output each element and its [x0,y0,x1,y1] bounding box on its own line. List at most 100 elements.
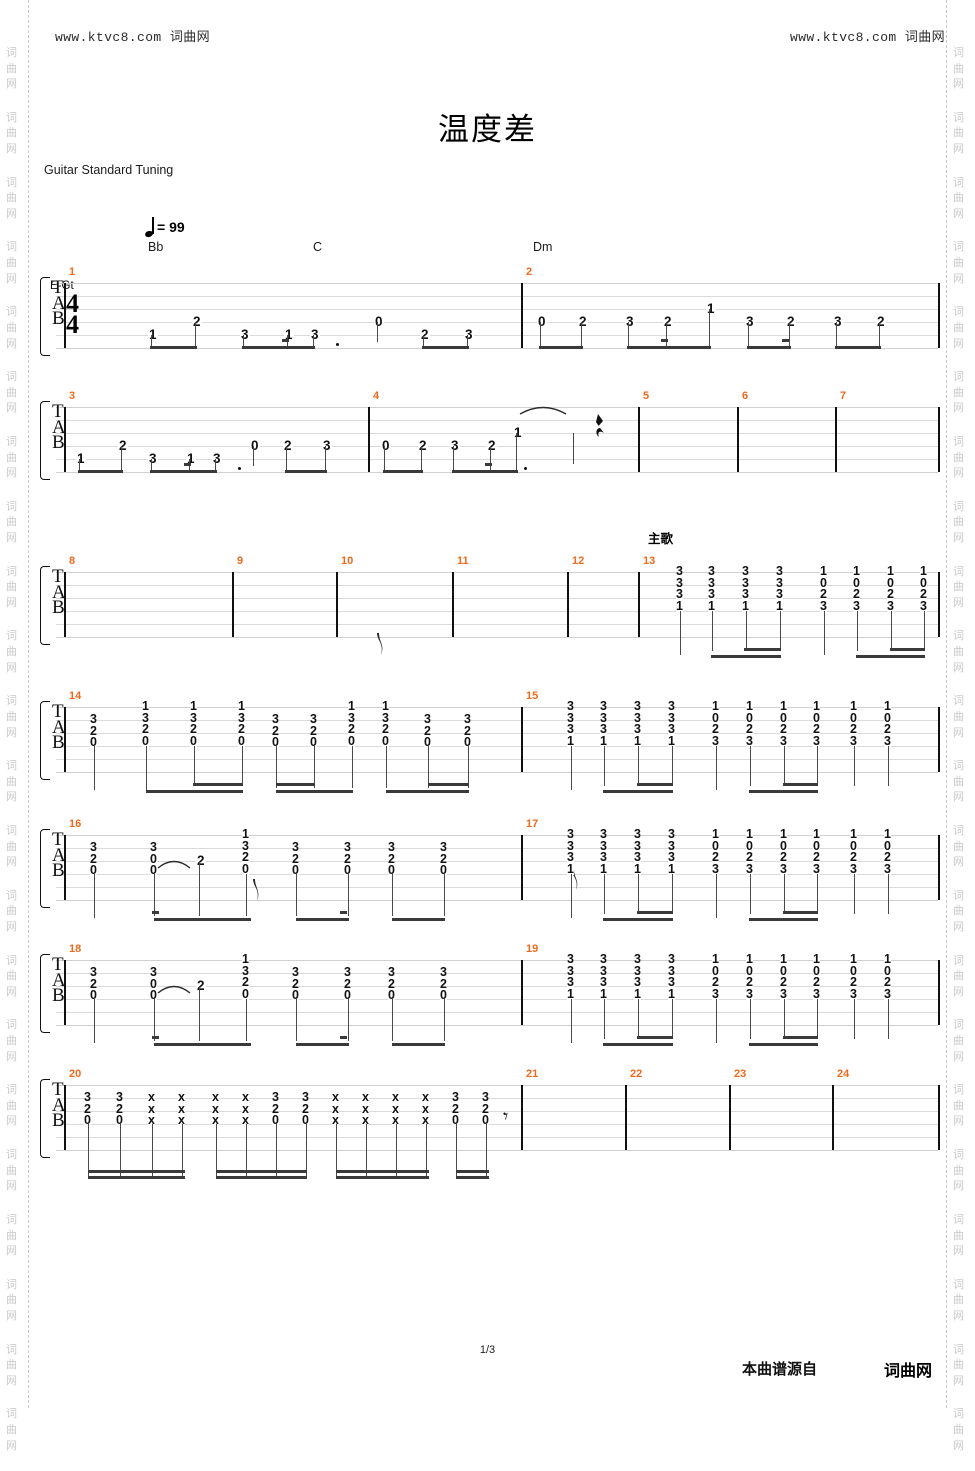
watermark-char: 网 [953,1244,964,1258]
watermark-char: 曲 [6,709,17,723]
watermark-group: 词曲网 [953,1342,964,1389]
fret-number: 1 [242,827,249,841]
fret-number: 0 [302,1113,309,1127]
measure-number: 24 [837,1068,850,1080]
beam [456,1176,489,1180]
tab-clef-letter: T [52,701,64,722]
watermark-group: 词曲网 [953,175,964,222]
fret-number: 3 [746,733,753,748]
note-stem [199,986,201,1041]
beam [539,346,583,350]
note-stem [120,1124,122,1176]
note-stem [924,611,926,651]
fret-number: 2 [884,850,891,864]
fret-number: 2 [388,851,395,866]
watermark-char: 网 [953,919,964,933]
note-stem [854,999,856,1039]
watermark-char: 词 [6,240,17,254]
note-stem [296,874,298,916]
fret-number: 0 [884,710,891,725]
measure-number: 10 [341,555,354,567]
fret-number: x [392,1113,399,1127]
fret-number: 0 [388,863,395,877]
fret-number: x [392,1090,399,1104]
fret-number: 0 [853,575,860,590]
watermark-char: 词 [6,175,17,189]
watermark-rail-left: 词曲网词曲网词曲网词曲网词曲网词曲网词曲网词曲网词曲网词曲网词曲网词曲网词曲网词… [2,0,32,1452]
fret-number: 1 [813,952,820,966]
watermark-char: 词 [6,1342,17,1356]
fret-number: 0 [150,863,157,877]
fret-number: x [422,1113,429,1127]
tempo-marking: = 99 [145,217,185,237]
beam [603,1043,673,1047]
fret-number: x [242,1101,249,1116]
staff-line [56,433,938,434]
fret-number: 2 [884,975,891,989]
watermark-char: 曲 [953,1423,964,1436]
watermark-char: 曲 [6,1228,17,1242]
beam-stub [184,463,191,466]
time-signature-top: 4 [66,289,79,318]
watermark-group: 词曲网 [953,823,964,870]
beam [637,783,673,787]
fret-number: 1 [567,861,574,876]
footer-brand: 词曲网 [884,1361,933,1380]
measure-number: 23 [734,1068,747,1080]
watermark-char: 词 [953,564,964,578]
fret-number: 2 [850,850,857,864]
watermark-char: 词 [953,823,964,837]
fret-number: 3 [776,575,783,590]
watermark-char: 网 [6,401,17,415]
barline [232,572,234,637]
watermark-char: 曲 [6,61,17,75]
fret-number: 2 [116,1101,123,1116]
watermark-char: 词 [953,1212,964,1226]
note-stem [540,322,542,348]
note-stem [891,611,893,651]
system-brace [40,1079,50,1158]
beam-stub [340,911,347,914]
fret-number: 3 [84,1090,91,1104]
tab-clef-letter: B [52,597,65,618]
staff-line [56,446,938,447]
fret-number: 1 [668,733,675,748]
watermark-char: 词 [953,953,964,967]
fret-number: 2 [192,314,202,329]
fret-number: 3 [634,838,641,853]
fret-number: 3 [292,965,299,979]
staff-line [56,1150,938,1151]
beam [154,918,251,922]
watermark-char: 词 [953,888,964,902]
watermark-char: 曲 [6,450,17,464]
fret-number: 1 [850,827,857,841]
fret-number: 2 [440,976,447,991]
fret-number: 0 [374,314,384,329]
fret-number: 3 [382,710,389,725]
fret-number: 0 [272,735,279,749]
fret-number: 1 [382,699,389,713]
fret-number: 3 [190,710,197,725]
end-barline [938,1085,940,1150]
watermark-group: 词曲网 [953,499,964,546]
fret-number: 2 [90,851,97,866]
staff-line [56,335,938,336]
watermark-char: 网 [6,142,17,156]
fret-number: 3 [148,451,158,466]
watermark-char: 网 [6,77,17,91]
fret-number: 2 [196,853,206,868]
fret-number: 3 [600,963,607,978]
note-stem [276,1124,278,1176]
note-stem [296,999,298,1041]
watermark-char: 词 [6,759,17,773]
watermark-group: 词曲网 [953,693,964,740]
fret-number: 3 [634,850,641,864]
note-stem [79,459,81,472]
staff-line [56,572,938,573]
